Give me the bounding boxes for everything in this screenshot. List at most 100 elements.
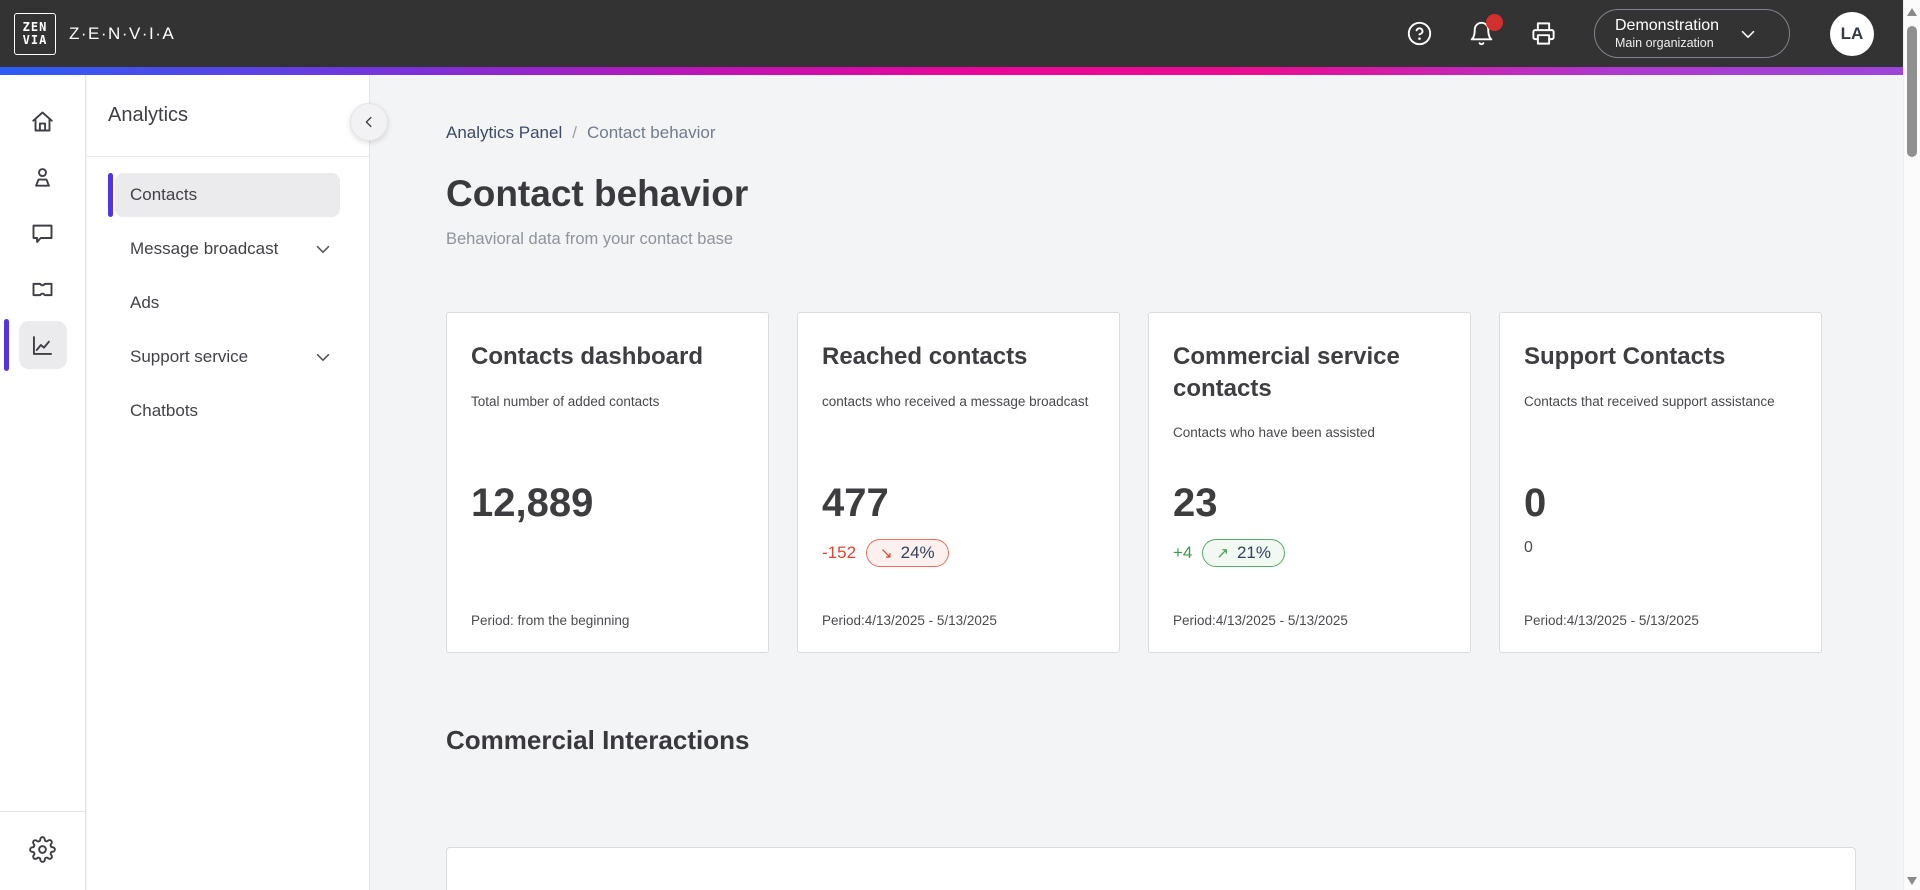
kpi-cards-row: Contacts dashboard Total number of added… <box>446 312 1903 653</box>
organization-name: Demonstration <box>1615 17 1720 34</box>
zenvia-logo-icon: ZEN VIA <box>14 12 56 55</box>
card-commercial-service-contacts: Commercial service contacts Contacts who… <box>1148 312 1471 653</box>
logo-line-1: ZEN <box>22 19 48 34</box>
delta-value: -152 <box>822 543 857 562</box>
rail-item-tickets[interactable] <box>19 265 67 313</box>
card-reached-contacts: Reached contacts contacts who received a… <box>797 312 1120 653</box>
ticket-icon <box>32 282 53 296</box>
breadcrumb: Analytics Panel / Contact behavior <box>446 123 1903 143</box>
rail-item-contacts[interactable] <box>19 153 67 201</box>
card-value: 477 <box>822 481 889 525</box>
card-value: 0 <box>1524 481 1547 525</box>
scrollbar-up-arrow-icon[interactable] <box>1907 8 1917 16</box>
sidebar-item-label: Ads <box>130 293 160 312</box>
notification-badge <box>1486 13 1503 31</box>
card-description: Contacts that received support assistanc… <box>1524 393 1775 409</box>
card-description: Contacts who have been assisted <box>1173 425 1375 441</box>
card-period: Period:4/13/2025 - 5/13/2025 <box>1524 613 1699 628</box>
chevron-left-icon <box>365 116 372 128</box>
card-trend: -152 ↘ 24% <box>822 539 949 567</box>
printer-icon <box>1531 22 1555 45</box>
topbar: ZEN VIA Z·E·N·V·I·A <box>0 0 1903 67</box>
sidebar-collapse-button[interactable] <box>350 103 388 141</box>
chevron-down-icon <box>1741 30 1755 38</box>
sidebar-item-contacts[interactable]: Contacts <box>108 173 340 217</box>
line-chart-icon <box>32 335 53 355</box>
trend-down-arrow-icon: ↘ <box>880 545 893 562</box>
card-contacts-dashboard: Contacts dashboard Total number of added… <box>446 312 769 653</box>
sidebar-item-label: Chatbots <box>130 401 199 420</box>
organization-text: Demonstration Main organization <box>1615 16 1719 51</box>
sidebar-item-message-broadcast[interactable]: Message broadcast <box>115 227 340 271</box>
page-title: Contact behavior <box>446 173 749 214</box>
card-value: 23 <box>1173 481 1218 525</box>
chat-bubble-icon <box>32 224 53 243</box>
card-title: Reached contacts <box>822 343 1028 370</box>
trend-percent: 24% <box>900 543 935 562</box>
breadcrumb-current: Contact behavior <box>586 123 716 142</box>
card-trend: 0 <box>1524 539 1533 557</box>
settings-button[interactable] <box>19 825 67 873</box>
sidebar-item-support-service[interactable]: Support service <box>115 335 340 379</box>
delta-value: +4 <box>1173 543 1193 562</box>
chevron-down-icon <box>316 353 330 361</box>
sidebar-item-label: Message broadcast <box>130 239 279 258</box>
topbar-actions: Demonstration Main organization LA <box>1372 9 1874 58</box>
card-title: Commercial service contacts <box>1173 343 1400 402</box>
scrollbar-thumb[interactable] <box>1907 26 1917 157</box>
notifications-button[interactable] <box>1466 13 1503 49</box>
card-period: Period: from the beginning <box>471 613 630 628</box>
sidebar-item-label: Support service <box>130 347 249 366</box>
rail-item-conversations[interactable] <box>19 209 67 257</box>
organization-selector[interactable]: Demonstration Main organization <box>1594 9 1790 58</box>
print-button[interactable] <box>1528 19 1558 49</box>
rail-item-home[interactable] <box>19 97 67 145</box>
bell-icon <box>1470 21 1492 46</box>
card-value: 12,889 <box>471 481 594 525</box>
breadcrumb-separator: / <box>572 123 577 142</box>
active-indicator <box>3 319 9 371</box>
chevron-down-icon <box>316 245 330 253</box>
section-title-commercial-interactions: Commercial Interactions <box>446 725 750 755</box>
sidebar-menu: Contacts Message broadcast Ads Support s… <box>87 157 369 433</box>
card-description: contacts who received a message broadcas… <box>822 393 1089 409</box>
card-title: Support Contacts <box>1524 343 1726 370</box>
card-period: Period:4/13/2025 - 5/13/2025 <box>822 613 997 628</box>
card-title: Contacts dashboard <box>471 343 704 370</box>
sidebar-item-label: Contacts <box>130 185 198 204</box>
trend-badge: ↘ 24% <box>866 539 949 567</box>
card-support-contacts: Support Contacts Contacts that received … <box>1499 312 1822 653</box>
rail-item-analytics[interactable] <box>3 319 67 371</box>
card-period: Period:4/13/2025 - 5/13/2025 <box>1173 613 1348 628</box>
card-trend: +4 ↗ 21% <box>1173 539 1285 567</box>
gear-icon <box>29 835 56 863</box>
organization-subtitle: Main organization <box>1615 36 1714 50</box>
brand: ZEN VIA Z·E·N·V·I·A <box>14 12 176 55</box>
scrollbar-down-arrow-icon[interactable] <box>1907 877 1917 885</box>
brand-gradient-bar <box>0 67 1903 75</box>
sidebar-item-chatbots[interactable]: Chatbots <box>115 389 340 433</box>
trend-badge: ↗ 21% <box>1202 539 1285 567</box>
icon-rail <box>0 75 86 890</box>
sidebar-item-ads[interactable]: Ads <box>115 281 340 325</box>
main-content: Analytics Panel / Contact behavior Conta… <box>371 75 1903 890</box>
avatar[interactable]: LA <box>1830 11 1874 56</box>
commercial-interactions-card <box>446 847 1856 890</box>
analytics-sidebar: Analytics Contacts Message broadcast Ads… <box>87 75 370 890</box>
logo-line-2: VIA <box>22 32 48 47</box>
brand-name: Z·E·N·V·I·A <box>69 23 176 43</box>
home-icon <box>32 111 53 131</box>
person-icon <box>35 167 50 187</box>
page-subtitle: Behavioral data from your contact base <box>446 230 734 248</box>
active-indicator <box>108 173 113 217</box>
trend-percent: 21% <box>1236 543 1271 562</box>
trend-up-arrow-icon: ↗ <box>1216 545 1229 562</box>
breadcrumb-analytics-panel[interactable]: Analytics Panel <box>446 123 563 142</box>
help-circle-icon <box>1407 21 1431 46</box>
page-scrollbar[interactable] <box>1903 0 1920 890</box>
help-button[interactable] <box>1404 19 1434 49</box>
card-description: Total number of added contacts <box>471 393 660 409</box>
rail-footer <box>0 811 85 890</box>
delta-value: 0 <box>1524 539 1533 556</box>
sidebar-title: Analytics <box>87 75 369 157</box>
